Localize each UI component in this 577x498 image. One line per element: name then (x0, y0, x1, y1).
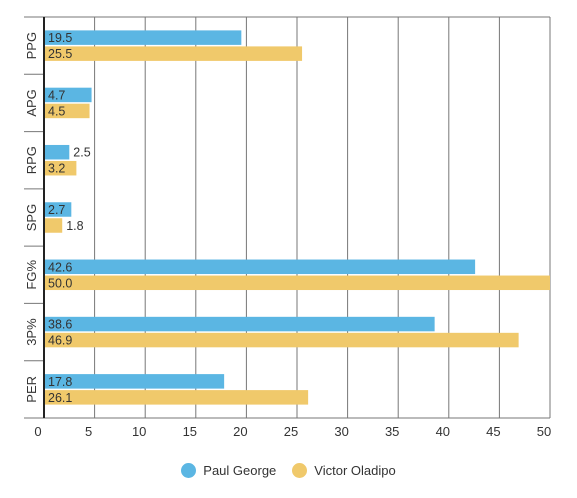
bar[interactable] (45, 46, 303, 61)
bar[interactable] (45, 390, 309, 405)
x-tick-label: 0 (34, 424, 41, 439)
legend-item-series-1[interactable]: Paul George (181, 462, 277, 478)
x-tick-label: 5 (85, 424, 92, 439)
bar[interactable] (45, 30, 242, 45)
data-label: 26.1 (48, 391, 72, 405)
data-label: 4.5 (48, 104, 65, 118)
data-label: 46.9 (48, 334, 72, 348)
legend-label-series-1: Paul George (203, 462, 277, 478)
data-label: 42.6 (48, 260, 72, 274)
x-tick-label: 50 (537, 424, 551, 439)
bar[interactable] (45, 316, 435, 332)
category-labels: PPG APG RPG SPG FG% 3P% PER (24, 32, 39, 403)
category-label: APG (24, 89, 39, 116)
category-label: RPG (24, 146, 39, 174)
bar[interactable] (45, 374, 225, 389)
bars: 19.5 25.5 4.7 4.5 2.5 3.2 2.71.8 42.6 50.0 38.6 46… (45, 30, 550, 405)
data-label: 38.6 (48, 318, 72, 332)
category-label: PPG (24, 32, 39, 59)
x-tick-label: 25 (284, 424, 298, 439)
bar-chart: 19.5 25.5 4.7 4.5 2.5 3.2 2.71.8 42.6 50.0 38.6 46… (24, 16, 551, 439)
bar[interactable] (45, 160, 77, 176)
data-label: 4.7 (48, 88, 65, 102)
x-tick-label: 40 (436, 424, 450, 439)
bar[interactable] (45, 87, 92, 103)
data-label: 25.5 (48, 47, 72, 61)
bar[interactable] (45, 218, 63, 233)
legend-item-series-2[interactable]: Victor Oladipo (292, 462, 396, 478)
x-tick-label: 10 (132, 424, 146, 439)
legend-swatch-series-1 (181, 462, 197, 478)
data-label: 1.8 (66, 219, 83, 233)
category-label: 3P% (24, 318, 39, 346)
legend-label-series-2: Victor Oladipo (314, 462, 396, 478)
bar[interactable] (45, 103, 90, 119)
data-label: 2.5 (73, 146, 90, 160)
x-tick-label: 15 (183, 424, 197, 439)
data-label: 17.8 (48, 375, 72, 389)
x-tick-label: 30 (334, 424, 348, 439)
data-label: 2.7 (48, 203, 65, 217)
bar[interactable] (45, 202, 72, 217)
bar[interactable] (45, 275, 550, 291)
x-axis-ticks: 0 5 10 15 20 25 30 35 40 45 50 (34, 424, 551, 439)
x-tick-label: 20 (233, 424, 247, 439)
grid-lines (24, 16, 551, 419)
category-label: SPG (24, 204, 39, 231)
data-label: 50.0 (48, 276, 72, 290)
bar[interactable] (45, 259, 476, 275)
x-tick-label: 35 (385, 424, 399, 439)
legend: Paul George Victor Oladipo (0, 458, 577, 482)
legend-swatch-series-2 (292, 462, 308, 478)
data-label: 19.5 (48, 31, 72, 45)
bar[interactable] (45, 144, 70, 160)
bar[interactable] (45, 332, 519, 348)
data-label: 3.2 (48, 162, 65, 176)
category-label: FG% (24, 260, 39, 290)
x-tick-label: 45 (486, 424, 500, 439)
category-label: PER (24, 376, 39, 403)
